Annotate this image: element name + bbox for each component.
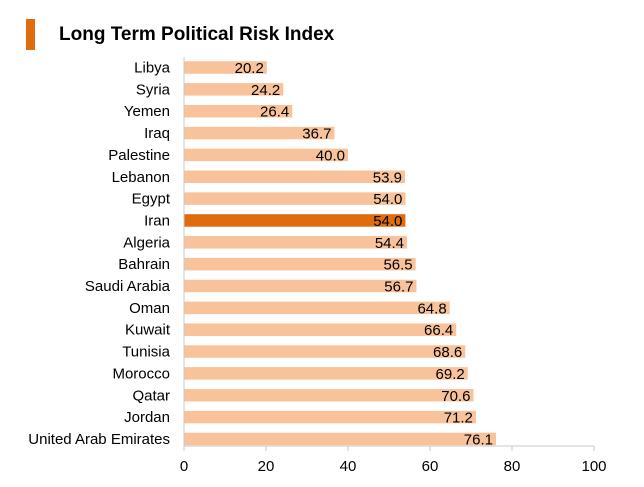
bar-libya bbox=[184, 61, 267, 74]
value-label: 56.7 bbox=[384, 279, 413, 296]
bar-tunisia bbox=[184, 345, 466, 358]
bar-morocco bbox=[184, 367, 468, 380]
bar-iran bbox=[184, 214, 406, 227]
bar-algeria bbox=[184, 236, 408, 249]
value-label: 54.0 bbox=[373, 191, 402, 208]
category-label: Palestine bbox=[108, 147, 170, 164]
value-label: 24.2 bbox=[251, 82, 280, 99]
value-label: 53.9 bbox=[373, 169, 402, 186]
category-label: Qatar bbox=[132, 387, 170, 404]
category-label: Egypt bbox=[132, 191, 171, 208]
x-tick-label: 20 bbox=[258, 458, 275, 475]
value-label: 71.2 bbox=[444, 410, 473, 427]
category-label: Kuwait bbox=[125, 322, 171, 339]
value-label: 66.4 bbox=[424, 322, 453, 339]
bar-bahrain bbox=[184, 257, 416, 271]
category-label: Algeria bbox=[123, 234, 170, 251]
category-label: Tunisia bbox=[122, 344, 170, 361]
value-label: 54.4 bbox=[375, 235, 404, 252]
category-label: Iraq bbox=[144, 125, 170, 142]
bar-syria bbox=[184, 83, 284, 96]
value-label: 68.6 bbox=[433, 344, 462, 361]
bar-jordan bbox=[184, 410, 476, 424]
value-label: 76.1 bbox=[464, 431, 493, 448]
value-label: 40.0 bbox=[316, 147, 345, 164]
chart-title: Long Term Political Risk Index bbox=[59, 24, 335, 45]
value-label: 36.7 bbox=[302, 126, 331, 143]
category-label: Jordan bbox=[124, 409, 170, 426]
category-label: Syria bbox=[136, 81, 171, 98]
bar-lebanon bbox=[184, 170, 405, 183]
bar-qatar bbox=[184, 389, 474, 402]
category-label: Oman bbox=[129, 300, 170, 317]
value-label: 70.6 bbox=[441, 388, 470, 405]
value-label: 20.2 bbox=[235, 60, 264, 77]
bar-saudi-arabia bbox=[184, 279, 417, 293]
value-label: 69.2 bbox=[436, 366, 465, 383]
category-label: Iran bbox=[144, 212, 170, 229]
x-tick-label: 80 bbox=[504, 458, 521, 475]
category-label: Lebanon bbox=[112, 169, 170, 186]
category-label: Morocco bbox=[112, 365, 170, 382]
value-label: 54.0 bbox=[373, 213, 402, 230]
bar-palestine bbox=[184, 148, 348, 162]
bar-yemen bbox=[184, 104, 293, 118]
x-tick-label: 0 bbox=[180, 458, 188, 475]
category-label: Yemen bbox=[124, 103, 170, 120]
x-tick-label: 60 bbox=[422, 458, 439, 475]
bar-iraq bbox=[184, 126, 335, 140]
bar-egypt bbox=[184, 192, 406, 205]
x-tick-label: 40 bbox=[340, 458, 357, 475]
bar-kuwait bbox=[184, 323, 457, 336]
category-label: United Arab Emirates bbox=[28, 431, 170, 448]
value-label: 56.5 bbox=[383, 257, 412, 274]
title-accent-bar bbox=[26, 19, 35, 50]
value-label: 26.4 bbox=[260, 104, 289, 121]
category-label: Saudi Arabia bbox=[85, 278, 171, 295]
value-label: 64.8 bbox=[417, 300, 446, 317]
bar-united-arab-emirates bbox=[184, 432, 497, 446]
bar-oman bbox=[184, 301, 450, 315]
category-label: Bahrain bbox=[118, 256, 170, 273]
category-label: Libya bbox=[134, 60, 171, 77]
x-tick-label: 100 bbox=[581, 458, 606, 475]
